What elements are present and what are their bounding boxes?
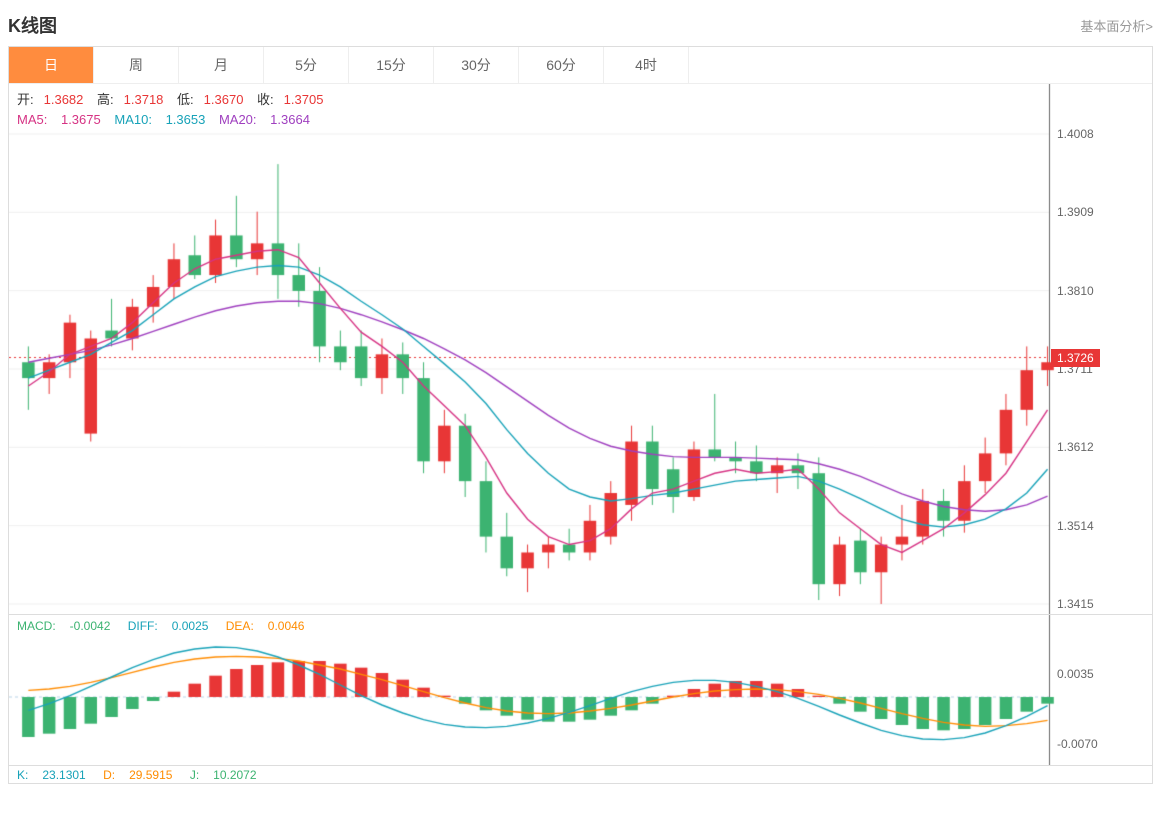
high-value: 1.3718 [124, 92, 164, 107]
j-value: 10.2072 [213, 768, 256, 782]
price-canvas[interactable] [9, 84, 1152, 614]
dea-label: DEA: [226, 619, 254, 633]
ma10-label: MA10: [114, 112, 152, 127]
price-ytick: 1.3909 [1057, 205, 1094, 219]
k-value: 23.1301 [42, 768, 85, 782]
macd-ytick: -0.0070 [1057, 737, 1098, 751]
close-value: 1.3705 [284, 92, 324, 107]
d-value: 29.5915 [129, 768, 172, 782]
dea-value: 0.0046 [268, 619, 305, 633]
macd-ytick: 0.0035 [1057, 667, 1094, 681]
diff-value: 0.0025 [172, 619, 209, 633]
low-value: 1.3670 [204, 92, 244, 107]
price-ytick: 1.3612 [1057, 440, 1094, 454]
timeframe-tabs: 日周月5分15分30分60分4时 [9, 47, 1152, 84]
close-label: 收: [257, 92, 274, 107]
macd-panel[interactable]: MACD: -0.0042 DIFF: 0.0025 DEA: 0.0046 0.00… [9, 614, 1152, 765]
current-price-marker: 1.3726 [1051, 349, 1100, 367]
tab-5分[interactable]: 5分 [264, 47, 349, 83]
header: K线图 基本面分析> [0, 0, 1161, 46]
macd-label: MACD: [17, 619, 56, 633]
tab-60分[interactable]: 60分 [519, 47, 604, 83]
page-title: K线图 [8, 12, 57, 38]
low-label: 低: [177, 92, 194, 107]
diff-label: DIFF: [128, 619, 158, 633]
price-chart-area[interactable]: 开: 1.3682 高: 1.3718 低: 1.3670 收: 1.3705 MA5:… [9, 84, 1152, 614]
chart-container: K线图 基本面分析> 日周月5分15分30分60分4时 开: 1.3682 高: 1… [0, 0, 1161, 784]
price-ytick: 1.4008 [1057, 127, 1094, 141]
tab-15分[interactable]: 15分 [349, 47, 434, 83]
macd-info: MACD: -0.0042 DIFF: 0.0025 DEA: 0.0046 [17, 619, 318, 633]
ma5-value: 1.3675 [61, 112, 101, 127]
chart-frame: 日周月5分15分30分60分4时 开: 1.3682 高: 1.3718 低: 1.3… [8, 46, 1153, 784]
d-label: D: [103, 768, 115, 782]
open-value: 1.3682 [44, 92, 84, 107]
ma5-label: MA5: [17, 112, 47, 127]
tab-日[interactable]: 日 [9, 47, 94, 83]
ma20-value: 1.3664 [270, 112, 310, 127]
ohlc-overlay: 开: 1.3682 高: 1.3718 低: 1.3670 收: 1.3705 MA5:… [17, 90, 333, 130]
price-ytick: 1.3810 [1057, 284, 1094, 298]
k-label: K: [17, 768, 28, 782]
j-label: J: [190, 768, 199, 782]
price-ytick: 1.3514 [1057, 519, 1094, 533]
tab-月[interactable]: 月 [179, 47, 264, 83]
ma10-value: 1.3653 [166, 112, 206, 127]
open-label: 开: [17, 92, 34, 107]
analysis-link[interactable]: 基本面分析> [1080, 16, 1153, 35]
tab-周[interactable]: 周 [94, 47, 179, 83]
tab-4时[interactable]: 4时 [604, 47, 689, 83]
ma20-label: MA20: [219, 112, 257, 127]
macd-canvas[interactable] [9, 615, 1152, 765]
kdj-panel[interactable]: K: 23.1301 D: 29.5915 J: 10.2072 [9, 765, 1152, 783]
macd-value: -0.0042 [70, 619, 111, 633]
tab-30分[interactable]: 30分 [434, 47, 519, 83]
price-ytick: 1.3415 [1057, 597, 1094, 611]
high-label: 高: [97, 92, 114, 107]
